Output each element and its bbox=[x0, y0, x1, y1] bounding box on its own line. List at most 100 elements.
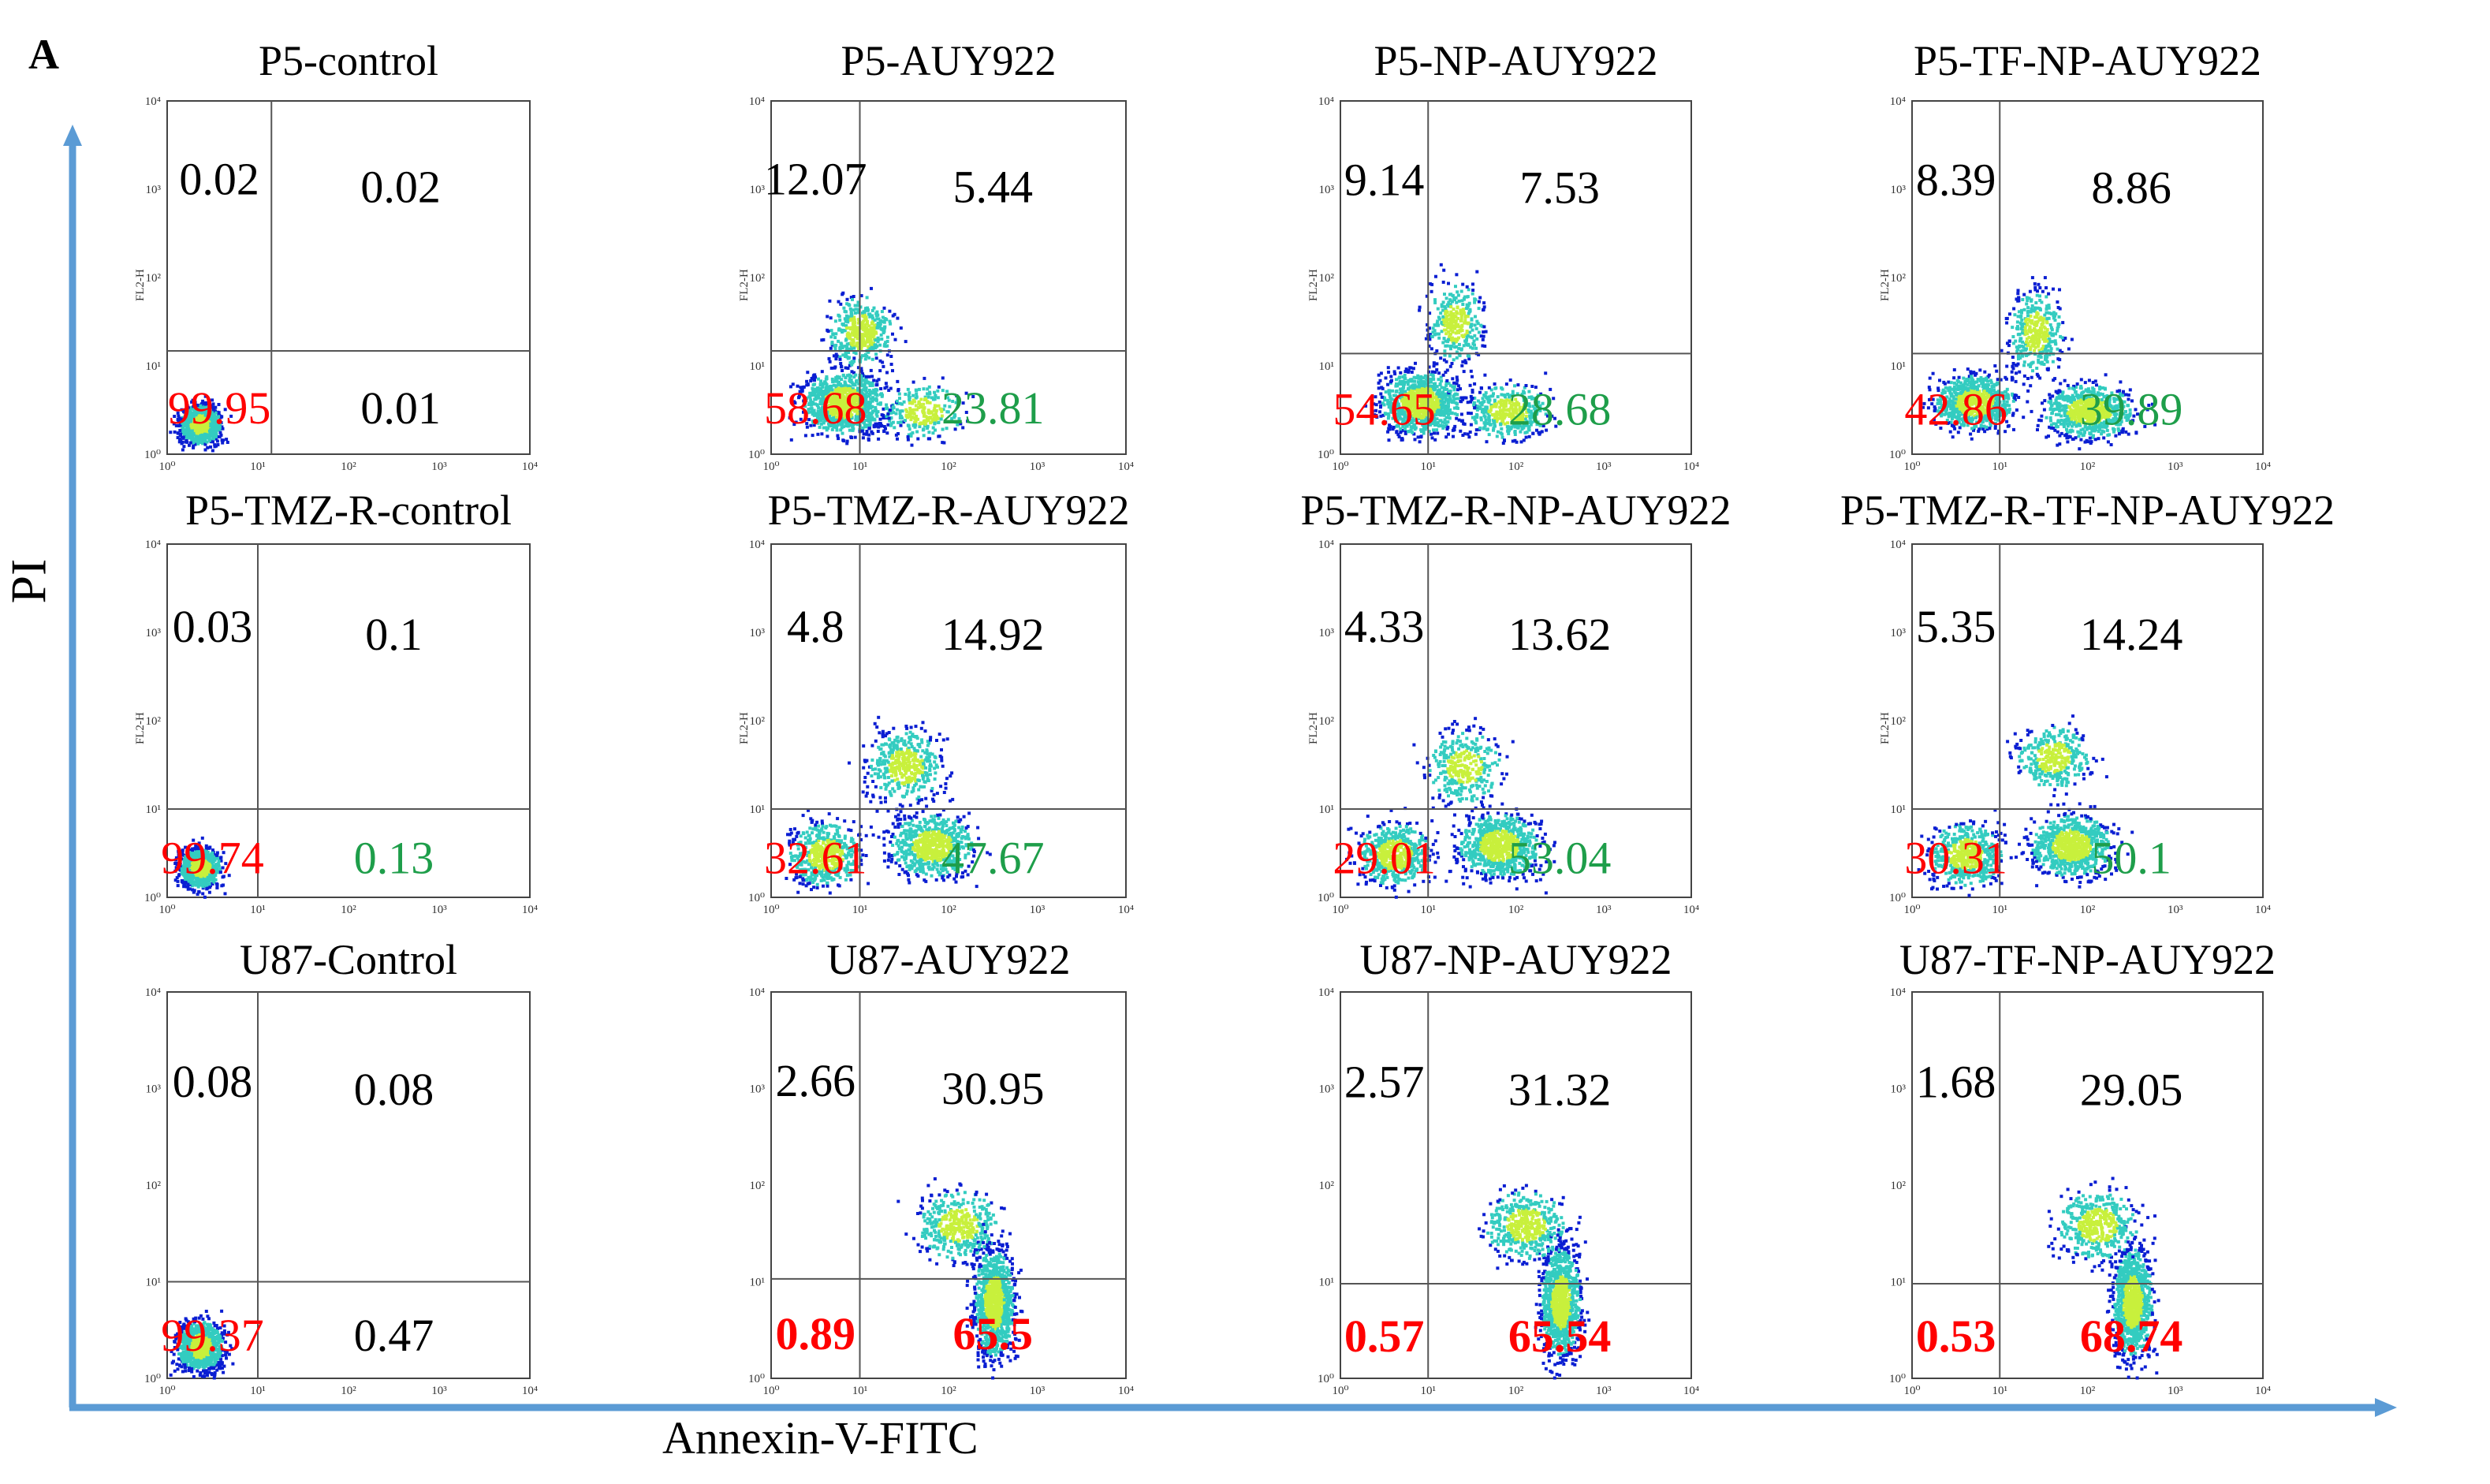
data-dot bbox=[848, 304, 852, 308]
data-dot bbox=[861, 436, 865, 440]
data-dot bbox=[873, 409, 877, 413]
data-dot bbox=[876, 340, 880, 344]
data-dot bbox=[852, 295, 855, 298]
data-dot bbox=[865, 296, 869, 300]
data-dot bbox=[1502, 404, 1506, 408]
data-dot bbox=[1465, 285, 1469, 289]
data-dot bbox=[852, 318, 856, 322]
data-dot bbox=[819, 390, 823, 394]
data-dot bbox=[875, 382, 879, 386]
data-dot bbox=[2022, 308, 2026, 311]
data-dot bbox=[1403, 376, 1407, 380]
data-dot bbox=[188, 412, 192, 416]
data-dot bbox=[189, 424, 193, 428]
data-dot bbox=[205, 414, 209, 418]
data-dot bbox=[844, 376, 848, 380]
data-dot bbox=[1416, 374, 1420, 378]
y-tick-label: 10² bbox=[750, 272, 766, 285]
data-dot bbox=[2012, 427, 2015, 431]
data-dot bbox=[1399, 371, 1403, 375]
data-dot bbox=[211, 449, 214, 453]
data-dot bbox=[197, 416, 201, 419]
data-dot bbox=[1468, 309, 1472, 313]
data-dot bbox=[865, 432, 869, 436]
data-dot bbox=[225, 438, 229, 442]
data-dot bbox=[1478, 426, 1482, 430]
data-dot bbox=[1459, 319, 1463, 323]
data-dot bbox=[875, 414, 879, 418]
data-dot bbox=[885, 431, 889, 435]
data-dot bbox=[1448, 354, 1452, 358]
data-dot bbox=[877, 425, 881, 429]
data-dot bbox=[1464, 341, 1468, 345]
data-dot bbox=[1479, 418, 1483, 422]
plot-frame bbox=[770, 100, 1127, 455]
data-dot bbox=[840, 419, 844, 423]
data-dot bbox=[185, 404, 189, 408]
data-dot bbox=[878, 401, 882, 405]
data-dot bbox=[870, 342, 874, 346]
data-dot bbox=[941, 427, 945, 431]
data-dot bbox=[2033, 349, 2037, 352]
data-dot bbox=[838, 357, 842, 361]
data-dot bbox=[848, 334, 852, 337]
data-dot bbox=[845, 326, 848, 330]
data-dot bbox=[1445, 368, 1449, 372]
data-dot bbox=[198, 421, 202, 425]
data-dot bbox=[859, 341, 863, 345]
data-dot bbox=[1438, 382, 1442, 386]
data-dot bbox=[811, 410, 814, 414]
data-dot bbox=[213, 443, 217, 447]
data-dot bbox=[883, 317, 887, 320]
data-dot bbox=[845, 395, 849, 398]
data-dot bbox=[1970, 437, 1974, 441]
data-dot bbox=[870, 383, 874, 387]
quadrant-lower-right: 28.68 bbox=[1508, 384, 1612, 435]
data-dot bbox=[876, 336, 880, 340]
data-dot bbox=[911, 412, 915, 416]
data-dot bbox=[1445, 314, 1448, 318]
data-dot bbox=[1444, 296, 1448, 300]
data-dot bbox=[1515, 440, 1519, 444]
data-dot bbox=[814, 375, 817, 379]
data-dot bbox=[1479, 334, 1483, 338]
data-dot bbox=[1459, 412, 1463, 416]
data-dot bbox=[181, 424, 185, 427]
data-dot bbox=[181, 448, 185, 452]
data-dot bbox=[825, 428, 829, 432]
data-dot bbox=[193, 404, 197, 408]
data-dot bbox=[840, 329, 844, 332]
data-dot bbox=[859, 367, 863, 371]
data-dot bbox=[1482, 308, 1485, 311]
data-dot bbox=[917, 387, 921, 391]
data-dot bbox=[1452, 397, 1456, 401]
data-dot bbox=[908, 401, 911, 405]
data-dot bbox=[859, 345, 863, 349]
data-dot bbox=[216, 443, 220, 446]
data-dot bbox=[1436, 421, 1440, 424]
data-dot bbox=[178, 428, 182, 432]
data-dot bbox=[1447, 432, 1450, 436]
data-dot bbox=[200, 406, 203, 410]
data-dot bbox=[820, 370, 824, 374]
data-dot bbox=[971, 395, 975, 398]
data-dot bbox=[177, 416, 181, 420]
data-dot bbox=[1484, 418, 1488, 422]
data-dot bbox=[825, 394, 829, 398]
data-dot bbox=[869, 326, 873, 330]
data-dot bbox=[857, 308, 861, 311]
data-dot bbox=[1474, 346, 1478, 350]
data-dot bbox=[176, 431, 180, 435]
data-dot bbox=[911, 393, 915, 397]
data-dot bbox=[808, 395, 812, 399]
data-dot bbox=[210, 409, 214, 413]
data-dot bbox=[904, 408, 908, 412]
y-tick-label: 10¹ bbox=[1319, 360, 1335, 373]
data-dot bbox=[1471, 328, 1474, 332]
data-dot bbox=[214, 431, 218, 434]
data-dot bbox=[936, 396, 940, 400]
data-dot bbox=[923, 398, 926, 401]
data-dot bbox=[1451, 377, 1455, 381]
data-dot bbox=[926, 408, 930, 412]
data-dot bbox=[875, 393, 879, 397]
